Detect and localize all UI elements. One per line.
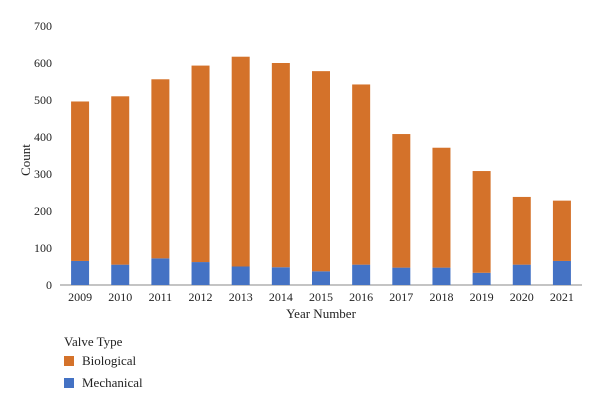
- x-tick-label: 2011: [149, 290, 173, 304]
- bar-mechanical-2009: [71, 260, 90, 285]
- bar-biological-2009: [71, 101, 90, 261]
- x-tick-label: 2012: [189, 290, 213, 304]
- x-tick-label: 2020: [510, 290, 534, 304]
- y-tick-label: 100: [34, 241, 52, 255]
- legend-title: Valve Type: [64, 334, 123, 349]
- x-tick-label: 2013: [229, 290, 253, 304]
- x-axis-ticks: 2009 2010 2011 2012 2013 2014 2015 2016 2017 2018…: [68, 290, 574, 304]
- y-tick-label: 400: [34, 130, 52, 144]
- bar-biological-2012: [191, 65, 210, 263]
- x-tick-label: 2009: [68, 290, 92, 304]
- legend-swatch-biological: [64, 356, 74, 366]
- x-tick-label: 2021: [550, 290, 574, 304]
- bar-biological-2011: [151, 79, 170, 259]
- bar-mechanical-2017: [392, 267, 411, 285]
- y-tick-label: 0: [46, 278, 52, 292]
- bars: [71, 56, 571, 285]
- bar-biological-2013: [231, 56, 250, 267]
- x-tick-label: 2015: [309, 290, 333, 304]
- bar-biological-2014: [271, 63, 290, 268]
- bar-mechanical-2013: [231, 266, 250, 285]
- bar-biological-2015: [312, 71, 330, 272]
- y-axis-ticks: 0 100 200 300 400 500 600 700: [34, 19, 52, 292]
- y-tick-label: 300: [34, 167, 52, 181]
- bar-mechanical-2011: [151, 258, 170, 285]
- legend: Valve Type Biological Mechanical: [64, 334, 143, 390]
- bar-biological-2021: [552, 200, 571, 261]
- x-tick-label: 2016: [349, 290, 373, 304]
- y-tick-label: 700: [34, 19, 52, 33]
- bar-mechanical-2018: [432, 267, 451, 285]
- y-tick-label: 200: [34, 204, 52, 218]
- bar-mechanical-2015: [312, 271, 330, 285]
- y-axis-title: Count: [18, 144, 33, 176]
- bar-biological-2016: [352, 84, 371, 265]
- x-tick-label: 2019: [470, 290, 494, 304]
- bar-mechanical-2014: [271, 267, 290, 285]
- bar-mechanical-2012: [191, 262, 210, 285]
- x-tick-label: 2017: [389, 290, 413, 304]
- bar-mechanical-2021: [552, 260, 571, 285]
- bar-mechanical-2020: [512, 264, 531, 285]
- bar-mechanical-2010: [111, 264, 130, 285]
- bar-biological-2018: [432, 147, 451, 268]
- x-tick-label: 2010: [108, 290, 132, 304]
- legend-swatch-mechanical: [64, 378, 74, 388]
- x-tick-label: 2018: [429, 290, 453, 304]
- bar-mechanical-2016: [352, 264, 371, 285]
- bar-biological-2010: [111, 96, 130, 265]
- bar-biological-2017: [392, 134, 411, 268]
- bar-biological-2019: [472, 171, 491, 273]
- x-tick-label: 2014: [269, 290, 293, 304]
- legend-label-mechanical: Mechanical: [82, 375, 143, 390]
- bar-biological-2020: [512, 196, 531, 265]
- bar-mechanical-2019: [472, 272, 491, 285]
- legend-label-biological: Biological: [82, 353, 137, 368]
- y-tick-label: 600: [34, 56, 52, 70]
- x-axis-title: Year Number: [286, 306, 356, 321]
- y-tick-label: 500: [34, 93, 52, 107]
